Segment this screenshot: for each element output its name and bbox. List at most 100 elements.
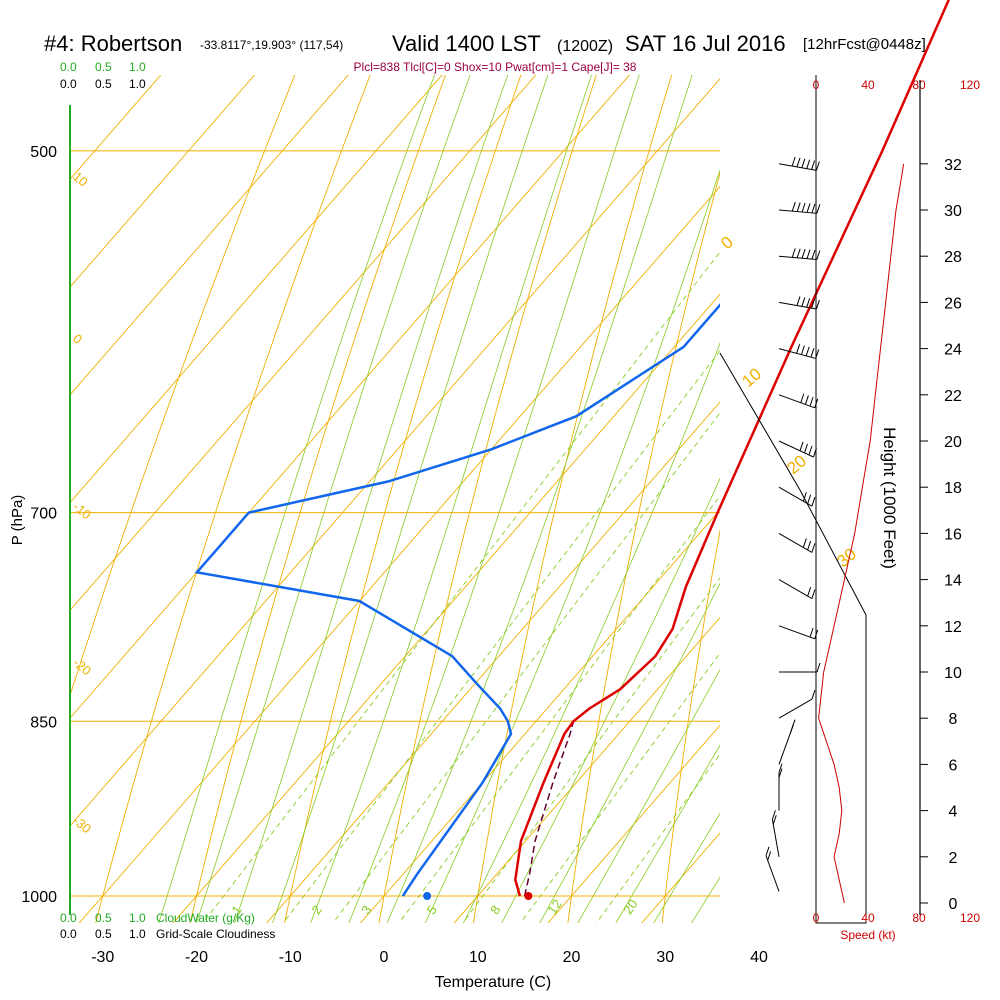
mixing-ratio-line [398, 495, 720, 923]
indices-line: Plcl=838 Tlcl[C]=0 Shox=10 Pwat[cm]=1 Ca… [354, 60, 637, 74]
wind-barb-flag [808, 445, 813, 456]
wind-barb-flag [809, 396, 814, 407]
wind-barb-flag [811, 249, 816, 260]
height-tick-label: 2 [949, 850, 958, 867]
wind-barb-flag [816, 662, 821, 673]
wind-barb-flag [815, 349, 820, 359]
wind-barb-flag [809, 627, 814, 638]
wind-barb-flag [811, 160, 816, 170]
wind-speed-profile [818, 163, 905, 904]
zulu-time: (1200Z) [557, 38, 613, 55]
wind-barb [778, 763, 783, 811]
wind-barb [778, 579, 816, 600]
moist-adiabat-line [196, 75, 471, 923]
height-tick-label: 26 [944, 295, 962, 312]
wind-barb-staff [778, 440, 814, 458]
sounding-traces [194, 0, 951, 900]
surface-temperature-dot [524, 892, 533, 900]
wind-barb-flag [802, 492, 807, 502]
temperature-tick-label: 40 [750, 949, 768, 966]
wind-barb-flag [811, 298, 816, 309]
wind-barb-flag [801, 249, 806, 259]
pressure-tick-label: 1000 [21, 889, 57, 906]
wind-barb-flag [816, 250, 821, 260]
dry-adiabat-line [567, 171, 720, 923]
wind-barb [778, 296, 820, 310]
isotherm-line [266, 401, 720, 923]
wind-barb-flag [815, 299, 820, 310]
y-axis-label: P (hPa) [9, 495, 26, 546]
wind-barb-flag [778, 768, 783, 778]
cloudwater-tick-top-0: 0.0 [60, 60, 77, 74]
cloudwater-tick-bottom-0: 0.0 [60, 911, 77, 925]
height-tick-label: 20 [944, 434, 962, 451]
wind-barb-flag [772, 815, 777, 825]
moist-adiabat-line [463, 342, 720, 923]
wind-barb-flag [814, 398, 819, 408]
wind-barb-staff [778, 301, 817, 310]
wind-barb-staff [765, 855, 780, 892]
wind-barb [778, 690, 816, 719]
wind-barb-flag [812, 447, 817, 458]
forecast-info: [12hrFcst@0448z] [803, 36, 926, 53]
wind-barb-flag [801, 202, 806, 213]
speed-tick-bottom: 40 [861, 911, 875, 925]
dry-adiabat-label: 10 [738, 364, 765, 391]
wind-barb [778, 248, 821, 261]
cloudwater-tick-top-2: 1.0 [129, 60, 146, 74]
wind-barb-flag [807, 494, 812, 504]
isotherm-line [453, 616, 720, 923]
mixing-ratio-line [282, 349, 720, 923]
moist-adiabat-line [615, 744, 720, 923]
wind-barb [778, 486, 816, 507]
wind-barb-flag [806, 159, 811, 169]
wind-barb-flag [806, 249, 811, 259]
wind-barb-flag [778, 763, 783, 773]
wind-barb-staff [778, 209, 817, 214]
mixing-ratio-line [202, 251, 720, 923]
mixing-ratio-label: 20 [620, 897, 641, 917]
wind-barb [771, 810, 780, 857]
dry-adiabat-line [378, 75, 597, 923]
wind-barb-flag [771, 810, 776, 820]
cloudcover-tick-bottom-2: 1.0 [129, 927, 146, 941]
wind-barb [778, 625, 819, 640]
dry-adiabat-line [189, 75, 446, 923]
wind-barb-flag [804, 443, 808, 454]
moist-adiabat-line [348, 75, 640, 923]
wind-barb-staff [778, 394, 815, 409]
valid-time: Valid 1400 LST [392, 31, 541, 56]
station-location: -33.8117°,19.903° (117,54) [200, 38, 343, 52]
wind-barb [778, 532, 816, 553]
wind-barb [778, 393, 819, 409]
wind-barb [778, 156, 820, 171]
wind-barb-flag [791, 202, 796, 212]
cloudcover-tick-top-2: 1.0 [129, 77, 146, 91]
height-tick-label: 22 [944, 388, 962, 405]
wind-barb-staff [778, 698, 813, 719]
mixing-ratio-line [332, 412, 720, 923]
cloudcover-tick-bottom-1: 0.5 [95, 927, 112, 941]
speed-tick-bottom: 80 [912, 911, 926, 925]
wind-barb-flag [799, 441, 804, 451]
wind-barb-flag [806, 203, 811, 213]
height-tick-label: 18 [944, 480, 962, 497]
isotherm-line [807, 0, 1000, 948]
moist-adiabat-line [424, 168, 720, 923]
surface-dewpoint-dot [423, 892, 432, 900]
speed-tick-top: 120 [960, 78, 980, 92]
isotherm-line [70, 75, 631, 719]
dry-adiabat-label: 20 [783, 451, 810, 478]
speed-tick-top: 40 [861, 78, 875, 92]
speed-tick-top: 80 [912, 78, 926, 92]
height-tick-label: 10 [944, 665, 962, 682]
moist-adiabat-line [539, 582, 720, 923]
wind-barb-flag [796, 202, 801, 212]
wind-barb-flag [807, 586, 812, 597]
cloudwater-tick-top-1: 0.5 [95, 60, 112, 74]
wind-barb-staff [778, 486, 813, 507]
height-tick-label: 32 [944, 157, 962, 174]
wind-barb [778, 440, 817, 458]
